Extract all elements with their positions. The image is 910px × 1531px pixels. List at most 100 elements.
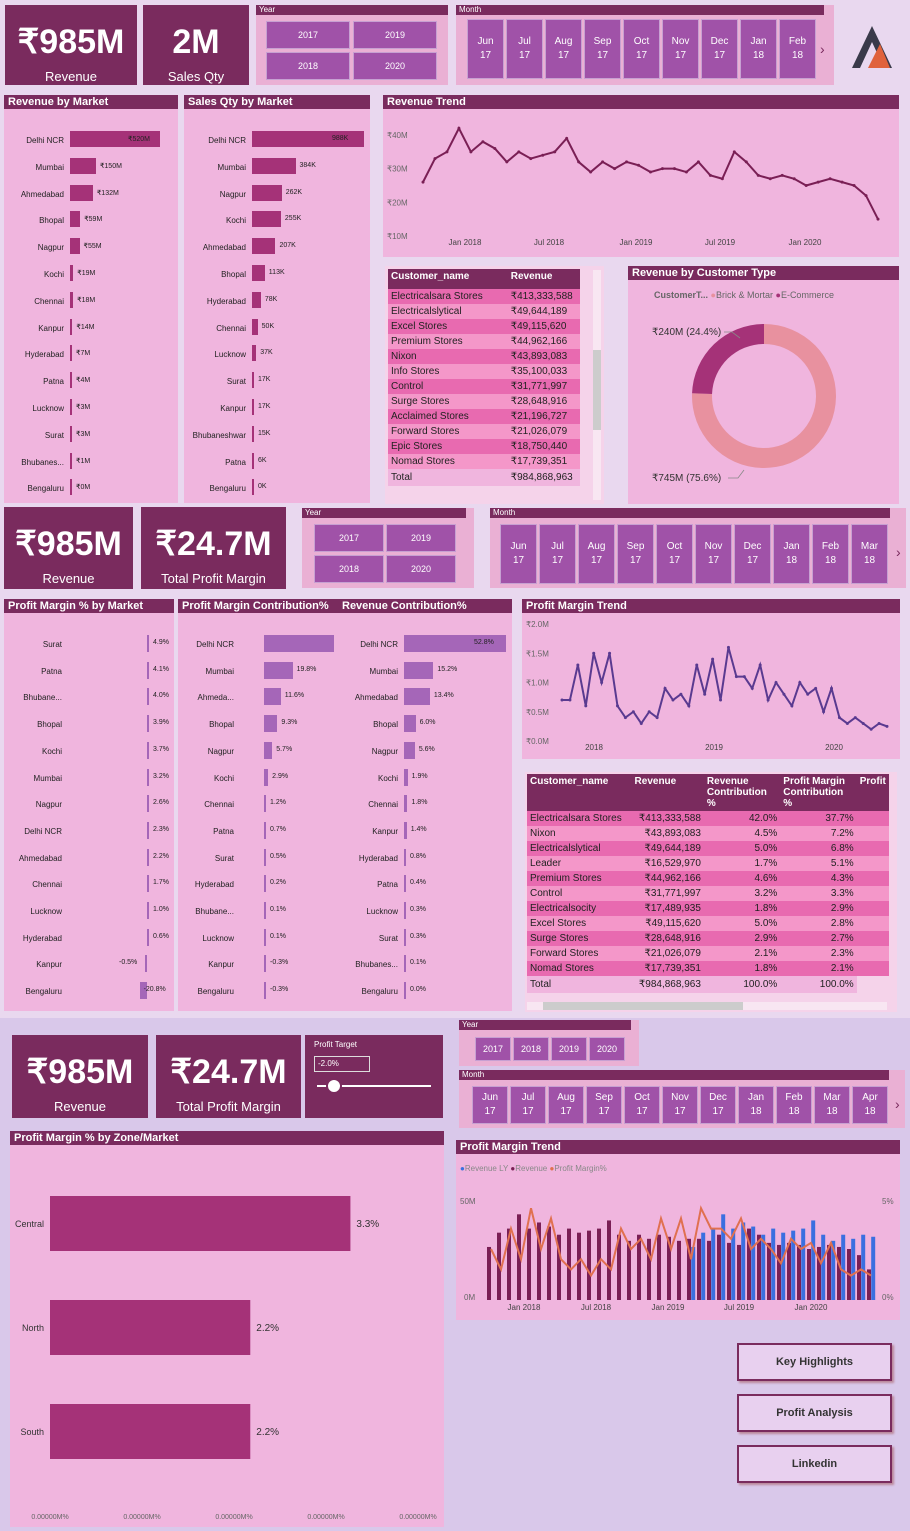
- data-point[interactable]: [481, 140, 485, 144]
- month-button-jul-17[interactable]: Jul 17: [510, 1086, 546, 1124]
- bar[interactable]: [264, 848, 266, 866]
- bar[interactable]: [252, 211, 281, 228]
- bar[interactable]: [264, 928, 266, 946]
- data-point[interactable]: [679, 692, 683, 696]
- bar-revenue[interactable]: [737, 1244, 741, 1300]
- bar[interactable]: [264, 902, 266, 919]
- bar-revenue[interactable]: [537, 1222, 541, 1300]
- key-highlights-button[interactable]: Key Highlights: [737, 1343, 892, 1381]
- data-point[interactable]: [505, 160, 509, 164]
- bar[interactable]: [404, 635, 506, 652]
- year-button-2019[interactable]: 2019: [551, 1037, 587, 1061]
- data-point[interactable]: [577, 160, 581, 164]
- table-row[interactable]: Surge Stores ₹28,648,916 2.9% 2.7%: [527, 931, 889, 946]
- bar[interactable]: [252, 345, 257, 362]
- bar-revenue[interactable]: [777, 1244, 781, 1300]
- month-button-oct-17[interactable]: Oct 17: [624, 1086, 660, 1124]
- table-row[interactable]: Info Stores ₹35,100,033: [388, 364, 580, 379]
- bar[interactable]: [147, 741, 149, 759]
- data-point[interactable]: [647, 710, 651, 714]
- bar[interactable]: [264, 688, 281, 706]
- bar-revenue[interactable]: [517, 1214, 521, 1300]
- data-point[interactable]: [541, 153, 545, 157]
- bar-revenue-ly[interactable]: [771, 1228, 776, 1300]
- month-button-nov-17[interactable]: Nov 17: [695, 524, 732, 584]
- column-header[interactable]: Profit: [856, 774, 889, 811]
- month-button-jan-18[interactable]: Jan 18: [740, 19, 777, 79]
- data-point[interactable]: [744, 160, 748, 164]
- table-scrollbar[interactable]: [593, 270, 601, 500]
- year-button-2018[interactable]: 2018: [266, 52, 350, 80]
- data-point[interactable]: [469, 150, 473, 154]
- table-row[interactable]: Leader ₹16,529,970 1.7% 5.1%: [527, 856, 889, 871]
- data-point[interactable]: [720, 177, 724, 181]
- target-input[interactable]: -2.0%: [314, 1056, 370, 1072]
- bar-revenue[interactable]: [677, 1240, 681, 1300]
- bar-revenue-ly[interactable]: [691, 1246, 696, 1300]
- bar[interactable]: [404, 982, 406, 1000]
- bar[interactable]: [147, 928, 149, 946]
- month-button-nov-17[interactable]: Nov 17: [662, 19, 699, 79]
- data-point[interactable]: [589, 170, 593, 174]
- bar[interactable]: [70, 425, 72, 442]
- bar[interactable]: [70, 452, 72, 469]
- data-point[interactable]: [584, 704, 588, 708]
- data-point[interactable]: [756, 173, 760, 177]
- column-header[interactable]: Revenue: [507, 269, 580, 289]
- bar[interactable]: [252, 131, 364, 147]
- month-button-oct-17[interactable]: Oct 17: [656, 524, 693, 584]
- bar[interactable]: [70, 372, 72, 389]
- data-point[interactable]: [726, 645, 730, 649]
- bar-revenue[interactable]: [747, 1228, 751, 1300]
- donut-slice[interactable]: [692, 324, 764, 395]
- bar-revenue[interactable]: [697, 1238, 701, 1300]
- bar[interactable]: [404, 848, 406, 866]
- data-point[interactable]: [708, 173, 712, 177]
- data-point[interactable]: [608, 651, 612, 655]
- bar-revenue[interactable]: [647, 1238, 651, 1300]
- data-point[interactable]: [671, 698, 675, 702]
- bar[interactable]: [70, 238, 80, 255]
- data-point[interactable]: [768, 177, 772, 181]
- bar[interactable]: [147, 661, 149, 679]
- bar[interactable]: [252, 184, 282, 201]
- table-row[interactable]: Nomad Stores ₹17,739,351: [388, 454, 580, 469]
- bar[interactable]: [252, 452, 254, 469]
- bar-revenue[interactable]: [657, 1234, 661, 1300]
- bar-revenue-ly[interactable]: [781, 1232, 786, 1300]
- data-point[interactable]: [568, 698, 572, 702]
- bar[interactable]: [70, 131, 160, 147]
- bar-revenue[interactable]: [637, 1234, 641, 1300]
- data-point[interactable]: [655, 716, 659, 720]
- year-button-2017[interactable]: 2017: [475, 1037, 511, 1061]
- bar-revenue[interactable]: [717, 1234, 721, 1300]
- bar-revenue-ly[interactable]: [841, 1234, 846, 1300]
- bar-revenue-ly[interactable]: [801, 1228, 806, 1300]
- bar[interactable]: [404, 661, 434, 679]
- data-point[interactable]: [837, 716, 841, 720]
- month-button-aug-17[interactable]: Aug 17: [578, 524, 615, 584]
- data-point[interactable]: [696, 160, 700, 164]
- month-button-jul-17[interactable]: Jul 17: [539, 524, 576, 584]
- bar-revenue-ly[interactable]: [761, 1234, 766, 1300]
- bar-revenue[interactable]: [567, 1228, 571, 1300]
- bar[interactable]: [404, 795, 408, 813]
- month-button-mar-18[interactable]: Mar 18: [814, 1086, 850, 1124]
- table-row[interactable]: Nixon ₹43,893,083 4.5% 7.2%: [527, 826, 889, 841]
- data-point[interactable]: [600, 681, 604, 684]
- data-point[interactable]: [766, 698, 770, 702]
- month-button-jul-17[interactable]: Jul 17: [506, 19, 543, 79]
- bar[interactable]: [147, 715, 149, 733]
- data-point[interactable]: [684, 170, 688, 174]
- month-button-aug-17[interactable]: Aug 17: [548, 1086, 584, 1124]
- bar[interactable]: [264, 715, 278, 733]
- data-point[interactable]: [695, 663, 699, 667]
- bar[interactable]: [264, 661, 293, 679]
- month-button-dec-17[interactable]: Dec 17: [701, 19, 738, 79]
- bar[interactable]: [50, 1404, 251, 1459]
- bar-revenue[interactable]: [837, 1246, 841, 1300]
- bar[interactable]: [147, 875, 149, 893]
- bar[interactable]: [147, 848, 149, 866]
- column-header[interactable]: Revenue: [631, 774, 704, 811]
- bar-revenue[interactable]: [487, 1246, 491, 1300]
